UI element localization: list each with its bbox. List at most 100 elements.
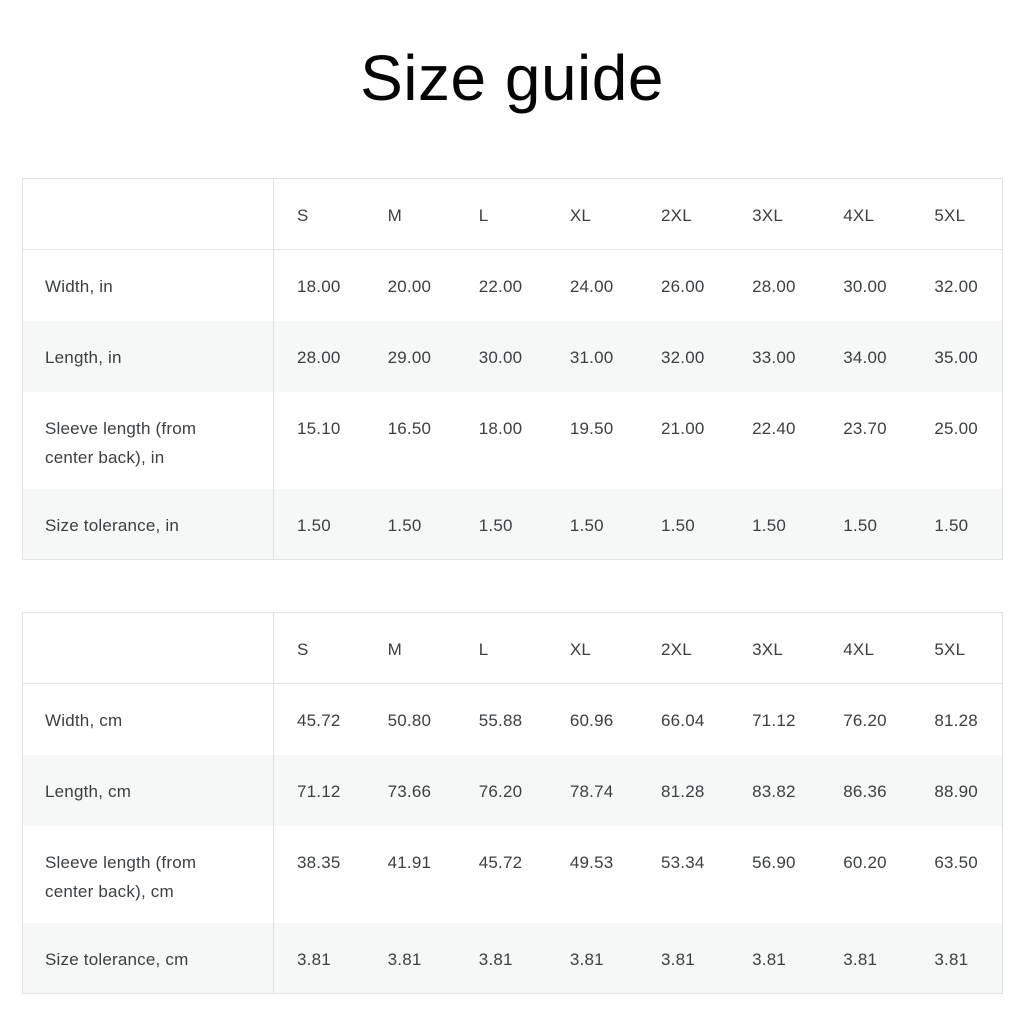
- measurement-row: Length, cm 71.12 73.66 76.20 78.74 81.28 83.82…: [22, 754, 1003, 826]
- measurement-value-cell: 30.00: [843, 277, 887, 296]
- measurement-row: Size tolerance, cm 3.81 3.81 3.81 3.81 3.81 3.…: [22, 922, 1003, 994]
- measurement-value-cell: 88.90: [934, 781, 978, 801]
- measurement-value-cell: 76.20: [478, 781, 523, 801]
- measurement-value-cell: 78.74: [569, 781, 614, 801]
- measurement-row-label: Size tolerance, in: [22, 488, 274, 560]
- measurement-value-cell: 55.88: [478, 711, 523, 730]
- measurement-row: Sleeve length (from center back), in 15.1…: [22, 391, 1003, 489]
- measurement-value-cell: 86.36: [843, 781, 887, 801]
- measurement-value-cell: 41.91: [387, 852, 432, 872]
- measurement-value-cell: 3.81: [478, 949, 513, 969]
- measurement-value-cell: 1.50: [934, 515, 969, 535]
- size-column-header: L: [478, 640, 489, 659]
- measurement-value-cell: 18.00: [297, 277, 341, 296]
- measurement-value-cell: 30.00: [478, 347, 523, 367]
- measurement-value-cell: 45.72: [478, 852, 523, 872]
- measurement-row-label: Length, cm: [22, 754, 274, 826]
- page-title: Size guide: [360, 42, 664, 114]
- measurement-value-cell: 3.81: [752, 949, 787, 969]
- measurement-value-cell: 20.00: [387, 277, 432, 296]
- measurement-value-cell: 33.00: [752, 347, 796, 367]
- measurement-value-cell: 31.00: [569, 347, 614, 367]
- measurement-value-cell: 3.81: [297, 949, 331, 969]
- size-column-header: 2XL: [661, 640, 692, 659]
- measurement-value-cell: 50.80: [387, 711, 432, 730]
- measurement-value-cell: 1.50: [478, 515, 513, 535]
- measurement-value-cell: 24.00: [569, 277, 614, 296]
- measurement-row: Width, in 18.00 20.00 22.00 24.00 26.00 28.00 3…: [22, 249, 1003, 321]
- table-corner-blank: [22, 612, 274, 684]
- measurement-value-cell: 56.90: [752, 852, 796, 872]
- measurement-value-cell: 1.50: [661, 515, 695, 535]
- measurement-value-cell: 60.96: [569, 711, 614, 730]
- measurement-value-cell: 1.50: [843, 515, 878, 535]
- measurement-value-cell: 60.20: [843, 852, 887, 872]
- measurement-value-cell: 1.50: [752, 515, 787, 535]
- measurement-value-cell: 71.12: [297, 781, 341, 801]
- measurement-value-cell: 1.50: [569, 515, 604, 535]
- measurement-value-cell: 83.82: [752, 781, 796, 801]
- measurement-row-label: Sleeve length (from center back), in: [22, 391, 274, 489]
- size-table-header-row: S M L XL 2XL 3XL 4XL 5XL: [22, 178, 1003, 250]
- measurement-value-cell: 21.00: [661, 418, 705, 438]
- measurement-value-cell: 49.53: [569, 852, 614, 872]
- measurement-row: Width, cm 45.72 50.80 55.88 60.96 66.04 71.12 7…: [22, 683, 1003, 755]
- size-column-header: 3XL: [752, 206, 783, 225]
- measurement-value-cell: 22.40: [752, 418, 796, 438]
- size-column-header: M: [387, 640, 402, 659]
- size-column-header: L: [478, 206, 489, 225]
- size-column-header: 4XL: [843, 640, 875, 659]
- size-column-header: S: [297, 206, 309, 225]
- measurement-value-cell: 32.00: [661, 347, 705, 367]
- measurement-row: Sleeve length (from center back), cm 38.3…: [22, 825, 1003, 923]
- measurement-value-cell: 25.00: [934, 418, 978, 438]
- measurement-value-cell: 66.04: [661, 711, 705, 730]
- measurement-row-label: Length, in: [22, 320, 274, 392]
- measurement-value-cell: 76.20: [843, 711, 887, 730]
- measurement-value-cell: 63.50: [934, 852, 978, 872]
- measurement-value-cell: 81.28: [934, 711, 978, 730]
- measurement-value-cell: 29.00: [387, 347, 432, 367]
- measurement-row: Size tolerance, in 1.50 1.50 1.50 1.50 1.50 1.…: [22, 488, 1003, 560]
- measurement-value-cell: 19.50: [569, 418, 614, 438]
- size-table-header-row: S M L XL 2XL 3XL 4XL 5XL: [22, 612, 1003, 684]
- size-table-inches: S M L XL 2XL 3XL 4XL 5XL Width, in 18.00 20.00 22.…: [22, 178, 1003, 560]
- measurement-row: Length, in 28.00 29.00 30.00 31.00 32.00 33.00…: [22, 320, 1003, 392]
- measurement-value-cell: 15.10: [297, 418, 341, 438]
- size-column-header: S: [297, 640, 309, 659]
- size-column-header: 4XL: [843, 206, 875, 225]
- measurement-value-cell: 26.00: [661, 277, 705, 296]
- measurement-value-cell: 3.81: [934, 949, 969, 969]
- measurement-value-cell: 28.00: [297, 347, 341, 367]
- measurement-value-cell: 16.50: [387, 418, 432, 438]
- size-table-centimeters: S M L XL 2XL 3XL 4XL 5XL Width, cm 45.72 50.80 55.…: [22, 612, 1003, 994]
- measurement-value-cell: 3.81: [569, 949, 604, 969]
- measurement-value-cell: 3.81: [661, 949, 695, 969]
- measurement-value-cell: 81.28: [661, 781, 705, 801]
- size-column-header: XL: [569, 640, 592, 659]
- size-column-header: 2XL: [661, 206, 692, 225]
- measurement-row-label: Width, in: [22, 249, 274, 321]
- measurement-value-cell: 45.72: [297, 711, 341, 730]
- measurement-value-cell: 34.00: [843, 347, 887, 367]
- measurement-value-cell: 71.12: [752, 711, 796, 730]
- size-column-header: XL: [569, 206, 592, 225]
- measurement-value-cell: 32.00: [934, 277, 978, 296]
- measurement-value-cell: 53.34: [661, 852, 705, 872]
- size-column-header: M: [387, 206, 402, 225]
- measurement-value-cell: 1.50: [387, 515, 422, 535]
- measurement-value-cell: 28.00: [752, 277, 796, 296]
- size-column-header: 5XL: [934, 206, 966, 225]
- measurement-value-cell: 73.66: [387, 781, 432, 801]
- size-column-header: 5XL: [934, 640, 966, 659]
- measurement-value-cell: 1.50: [297, 515, 331, 535]
- measurement-value-cell: 22.00: [478, 277, 523, 296]
- measurement-value-cell: 35.00: [934, 347, 978, 367]
- measurement-row-label: Sleeve length (from center back), cm: [22, 825, 274, 923]
- measurement-value-cell: 3.81: [387, 949, 422, 969]
- size-column-header: 3XL: [752, 640, 783, 659]
- measurement-row-label: Size tolerance, cm: [22, 922, 274, 994]
- table-corner-blank: [22, 178, 274, 250]
- measurement-value-cell: 18.00: [478, 418, 523, 438]
- measurement-value-cell: 38.35: [297, 852, 341, 872]
